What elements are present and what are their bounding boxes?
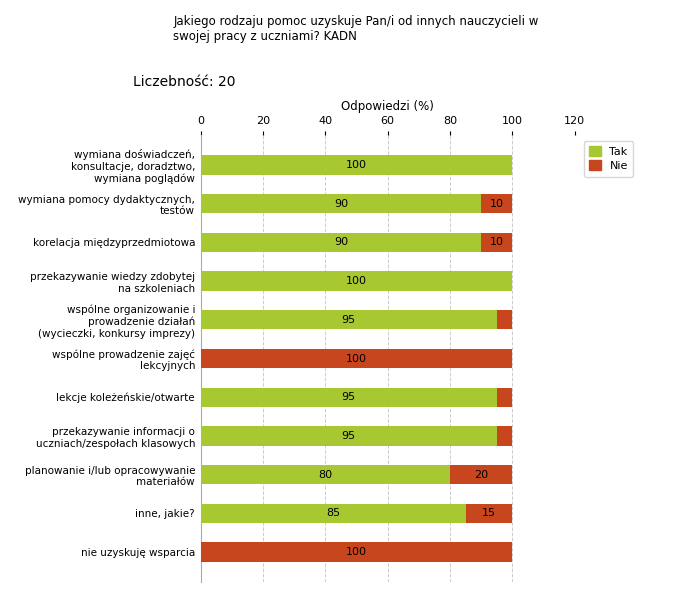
Bar	[481, 194, 512, 214]
Bar	[201, 233, 481, 252]
Text: Jakiego rodzaju pomoc uzyskuje Pan/i od innych nauczycieli w
swojej pracy z uczn: Jakiego rodzaju pomoc uzyskuje Pan/i od …	[173, 15, 539, 43]
Text: 15: 15	[482, 508, 496, 518]
Bar	[481, 233, 512, 252]
Text: 20: 20	[474, 470, 488, 479]
Bar	[201, 271, 512, 291]
Text: 100: 100	[346, 160, 367, 170]
Legend: Tak, Nie: Tak, Nie	[584, 140, 633, 176]
Text: 95: 95	[341, 431, 356, 441]
Bar	[201, 542, 512, 562]
Bar	[496, 310, 512, 329]
Text: 10: 10	[490, 199, 504, 209]
Text: Liczebność: 20: Liczebność: 20	[133, 75, 235, 89]
Text: 100: 100	[346, 547, 367, 557]
Bar	[201, 349, 512, 368]
Bar	[201, 426, 496, 446]
Text: 80: 80	[318, 470, 333, 479]
Bar	[496, 426, 512, 446]
Bar	[201, 194, 481, 214]
Text: 90: 90	[334, 238, 348, 247]
Text: 95: 95	[341, 315, 356, 325]
Bar	[201, 155, 512, 175]
Text: 95: 95	[341, 392, 356, 402]
Bar	[496, 388, 512, 407]
Bar	[201, 465, 450, 484]
Text: 90: 90	[334, 199, 348, 209]
Text: 100: 100	[346, 276, 367, 286]
X-axis label: Odpowiedzi (%): Odpowiedzi (%)	[341, 100, 434, 113]
Text: 10: 10	[490, 238, 504, 247]
Bar	[450, 465, 512, 484]
Bar	[201, 503, 466, 523]
Bar	[201, 388, 496, 407]
Bar	[201, 310, 496, 329]
Text: 100: 100	[346, 353, 367, 364]
Bar	[466, 503, 512, 523]
Text: 85: 85	[326, 508, 340, 518]
